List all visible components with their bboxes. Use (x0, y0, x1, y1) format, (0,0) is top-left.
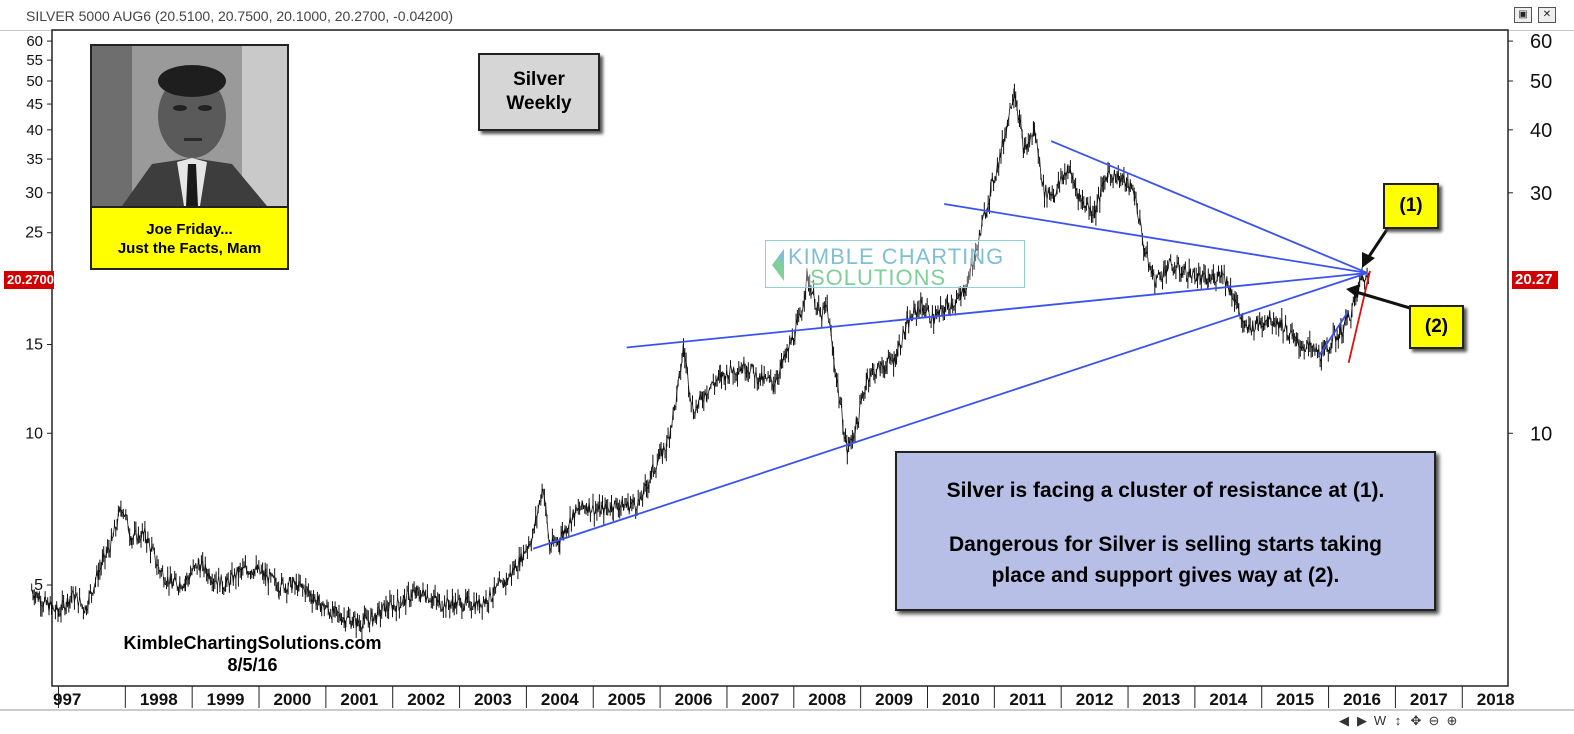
support-label: (2) (1409, 305, 1464, 349)
commentary-box: Silver is facing a cluster of resistance… (895, 451, 1436, 611)
watermark-logo: KIMBLE CHARTING SOLUTIONS (765, 240, 1025, 290)
trendline (626, 272, 1368, 349)
x-tick-label: 2009 (875, 690, 913, 709)
trendline (1317, 310, 1350, 358)
last-price-tag-right: 20.27 (1512, 271, 1558, 289)
portrait-illustration (92, 46, 287, 206)
timeframe-line2: Weekly (506, 93, 572, 114)
callout-arrows (1346, 227, 1411, 310)
x-tick-label: 2003 (474, 690, 512, 709)
y-tick-label-left: 5 (34, 577, 43, 594)
y-axis-right: 10 30 40 50 60 (1508, 31, 1552, 445)
caption-line1: Joe Friday... (146, 221, 233, 238)
y-axis-left: 51015202530354045505560 (25, 33, 52, 594)
price-series (31, 83, 1369, 640)
trendline (944, 203, 1368, 274)
caption-line2: Just the Facts, Mam (117, 240, 262, 257)
support-line (1347, 270, 1371, 363)
y-tick-label-left: 50 (26, 73, 43, 90)
x-tick-label: 2015 (1276, 690, 1314, 709)
scroll-left-icon[interactable]: ◀ (1339, 713, 1349, 728)
chart-toolbar: ◀ ▶ W ↕ ✥ ⊖ ⊕ (1336, 713, 1496, 731)
joe-friday-card: Joe Friday... Just the Facts, Mam (90, 44, 289, 270)
source-credit: KimbleChartingSolutions.com 8/5/16 (95, 632, 410, 676)
y-tick-label-left: 45 (26, 96, 43, 113)
arrow-1-head (1362, 252, 1375, 268)
arrow-2-shaft (1355, 290, 1411, 310)
x-tick-label: 2007 (741, 690, 779, 709)
y-tick-label-left: 30 (25, 185, 43, 202)
arrow-2-head (1346, 284, 1360, 298)
x-tick-label: 2000 (274, 690, 312, 709)
logo-text-line1: KIMBLE CHARTING (788, 244, 1005, 269)
logo-icon (772, 249, 784, 281)
x-tick-label: 2010 (942, 690, 980, 709)
x-tick-label: 2001 (340, 690, 378, 709)
y-tick-label-right: 40 (1530, 120, 1552, 142)
compress-icon[interactable]: ↕ (1394, 713, 1402, 728)
y-tick-label-right: 50 (1530, 71, 1552, 93)
chart-title: SILVER 5000 AUG6 (20.5100, 20.7500, 20.1… (26, 8, 454, 24)
portrait-photo (92, 46, 287, 206)
x-tick-label: 997 (53, 690, 81, 709)
x-axis: 997 1998 1999 2000 2001 2002 2003 2004 2005 2006 2… (53, 686, 1515, 709)
commentary-line3: place and support gives way at (2). (991, 564, 1340, 587)
chart-frame (0, 29, 1574, 711)
x-tick-label: 2005 (608, 690, 646, 709)
y-tick-label-right: 10 (1530, 423, 1552, 445)
close-window-button[interactable]: ✕ (1538, 7, 1556, 23)
x-tick-label: 2012 (1076, 690, 1114, 709)
x-tick-label: 2008 (808, 690, 846, 709)
x-tick-label: 2002 (407, 690, 445, 709)
website-text: KimbleChartingSolutions.com (123, 633, 382, 653)
photo-caption: Joe Friday... Just the Facts, Mam (92, 206, 287, 268)
y-tick-label-right: 60 (1530, 31, 1552, 53)
y-tick-label-left: 55 (26, 52, 43, 69)
x-tick-label: 2016 (1343, 690, 1381, 709)
price-line (31, 91, 1369, 631)
restore-window-button[interactable]: ▣ (1514, 7, 1532, 23)
y-tick-label-left: 40 (26, 122, 43, 139)
zoom-in-icon[interactable]: ⊕ (1446, 713, 1458, 728)
y-tick-label-left: 25 (25, 225, 43, 242)
commentary-line1: Silver is facing a cluster of resistance… (946, 479, 1385, 502)
scroll-right-icon[interactable]: ▶ (1357, 713, 1367, 728)
trendline (1050, 140, 1368, 274)
y-tick-label-left: 60 (26, 33, 43, 50)
x-tick-label: 2014 (1209, 690, 1247, 709)
move-icon[interactable]: ✥ (1410, 713, 1422, 728)
y-tick-label-left: 35 (26, 151, 43, 168)
commentary-line2: Dangerous for Silver is selling starts t… (949, 533, 1382, 556)
zoom-out-icon[interactable]: ⊖ (1428, 713, 1440, 728)
resistance-label: (1) (1383, 183, 1439, 229)
weekly-icon[interactable]: W (1373, 713, 1387, 728)
logo-text-line2: SOLUTIONS (810, 265, 947, 290)
x-tick-label: 1998 (140, 690, 178, 709)
x-tick-label: 2013 (1143, 690, 1181, 709)
timeframe-line1: Silver (513, 69, 565, 90)
last-price-tag-left: 20.2700 (4, 271, 54, 289)
x-tick-label: 2006 (675, 690, 713, 709)
chart-date: 8/5/16 (227, 655, 278, 675)
x-tick-label: 2017 (1410, 690, 1448, 709)
x-tick-label: 2004 (541, 690, 579, 709)
trendlines (532, 140, 1371, 550)
x-tick-label: 2018 (1477, 690, 1515, 709)
y-tick-label-left: 10 (25, 425, 43, 442)
x-tick-label: 1999 (207, 690, 245, 709)
y-tick-label-left: 15 (25, 337, 43, 354)
plot-border (51, 29, 1509, 687)
trendline (532, 272, 1368, 550)
arrow-1-shaft (1366, 227, 1390, 259)
timeframe-box: Silver Weekly (478, 53, 600, 131)
x-tick-label: 2011 (1009, 690, 1046, 709)
y-tick-label-right: 30 (1530, 183, 1552, 205)
